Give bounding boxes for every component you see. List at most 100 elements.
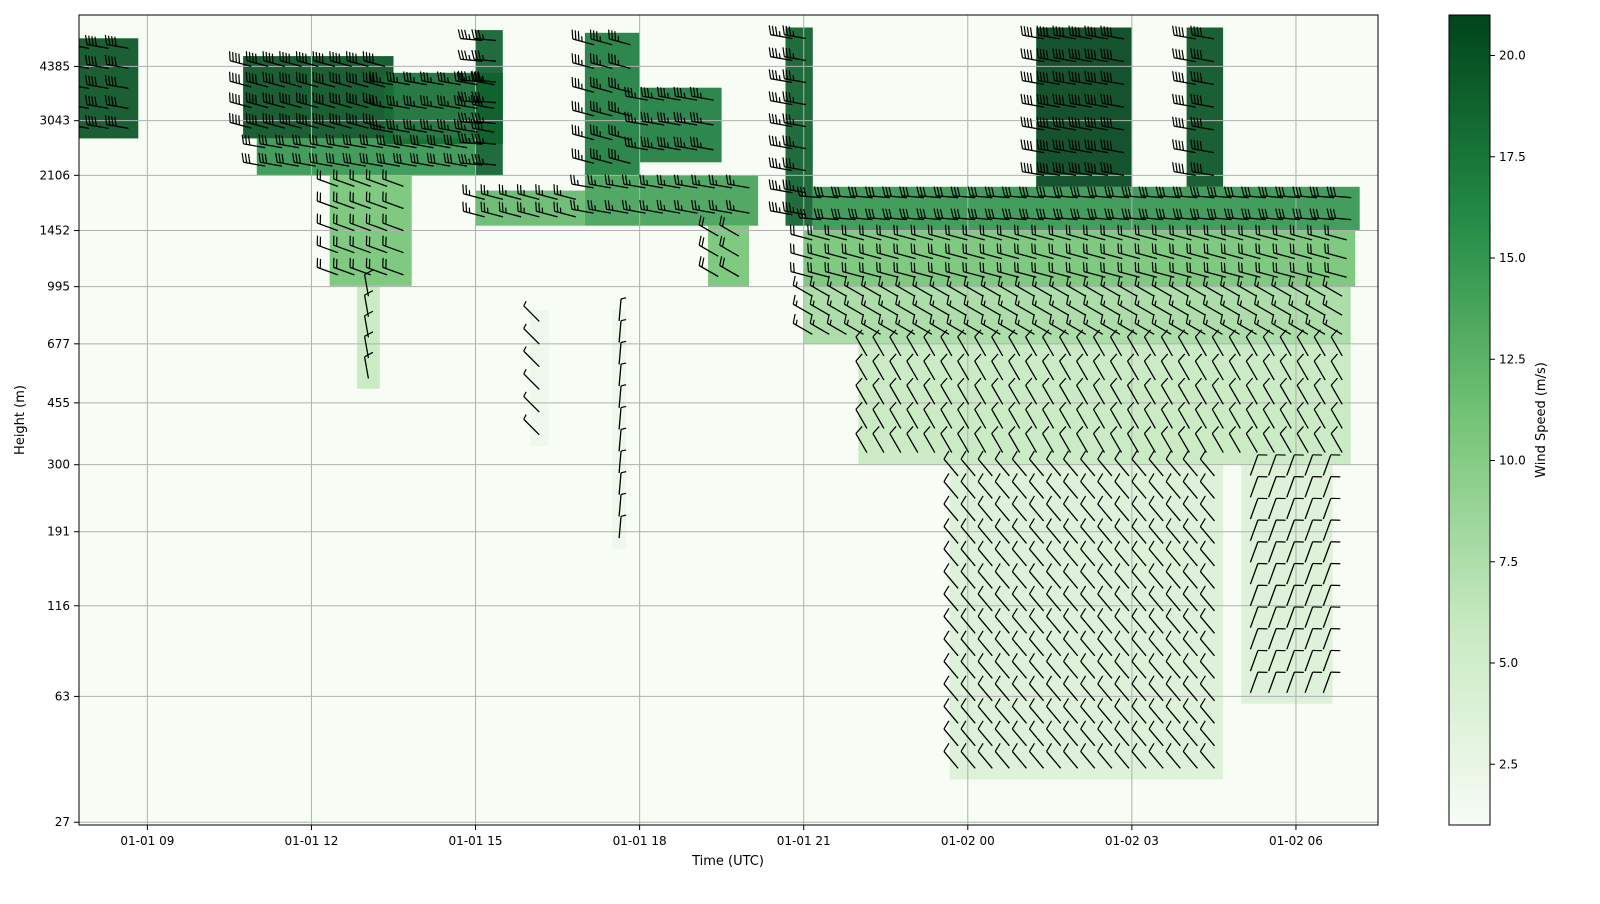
barb-flag bbox=[1036, 139, 1040, 149]
barb-staff bbox=[943, 458, 959, 477]
heatmap-cell bbox=[1036, 27, 1132, 187]
wind-barb bbox=[1151, 294, 1172, 316]
barb-staff bbox=[1221, 252, 1244, 260]
wind-barb bbox=[994, 720, 1010, 747]
wind-barb bbox=[895, 313, 916, 335]
barb-flag bbox=[1228, 353, 1237, 362]
wind-barb bbox=[1028, 585, 1045, 612]
wind-barb bbox=[980, 275, 1001, 297]
barb-staff bbox=[1325, 233, 1347, 241]
barb-flag bbox=[656, 199, 660, 210]
wind-barb bbox=[279, 112, 302, 129]
barb-flag bbox=[854, 186, 858, 197]
barb-flag bbox=[1257, 671, 1268, 673]
barb-flag bbox=[1077, 95, 1081, 106]
barb-staff bbox=[330, 60, 352, 68]
barb-staff bbox=[554, 193, 576, 201]
wind-barb bbox=[1219, 294, 1240, 316]
barb-flag bbox=[858, 224, 861, 235]
barb-staff bbox=[994, 728, 1010, 747]
wind-barb bbox=[1008, 329, 1021, 357]
wind-barb bbox=[1245, 377, 1258, 405]
barb-staff bbox=[1182, 751, 1198, 769]
barb-flag bbox=[604, 174, 608, 185]
barb-staff bbox=[1066, 284, 1087, 297]
barb-half-flag bbox=[795, 300, 798, 306]
barb-flag bbox=[409, 72, 412, 83]
barb-flag bbox=[1061, 118, 1065, 128]
barb-staff bbox=[1080, 751, 1096, 769]
barb-half-flag bbox=[396, 100, 399, 107]
barb-flag bbox=[592, 30, 595, 40]
wind-barb bbox=[1279, 353, 1292, 381]
barb-flag bbox=[443, 120, 446, 130]
barb-flag bbox=[1296, 377, 1304, 386]
barb-flag bbox=[876, 224, 878, 235]
barb-staff bbox=[1022, 57, 1045, 63]
barb-flag bbox=[315, 113, 318, 124]
wind-barb bbox=[979, 243, 1003, 260]
wind-barb bbox=[1199, 698, 1215, 724]
wind-barb bbox=[1305, 275, 1326, 297]
barb-flag bbox=[333, 169, 335, 179]
barb-flag bbox=[1275, 225, 1278, 236]
barb-flag bbox=[902, 208, 906, 219]
barb-flag bbox=[1202, 294, 1206, 305]
barb-staff bbox=[1325, 270, 1347, 278]
wind-barb bbox=[1046, 720, 1062, 747]
barb-staff bbox=[1304, 650, 1314, 672]
barb-staff bbox=[1070, 34, 1093, 40]
barb-staff bbox=[943, 593, 959, 612]
barb-flag bbox=[608, 148, 610, 158]
barb-staff bbox=[1199, 548, 1215, 567]
wind-barb bbox=[498, 184, 522, 201]
barb-flag bbox=[689, 136, 693, 147]
wind-barb bbox=[342, 152, 367, 167]
wind-barb bbox=[1190, 93, 1215, 108]
barb-flag bbox=[349, 191, 351, 201]
barb-flag bbox=[936, 186, 940, 197]
wind-barb bbox=[1190, 139, 1215, 154]
barb-flag bbox=[1031, 262, 1033, 272]
barb-flag bbox=[365, 153, 369, 164]
barb-flag bbox=[368, 52, 371, 63]
barb-staff bbox=[1076, 360, 1089, 381]
barb-flag bbox=[788, 48, 792, 58]
barb-staff bbox=[1304, 454, 1314, 476]
barb-flag bbox=[516, 184, 519, 194]
barb-half-flag bbox=[863, 319, 867, 326]
barb-flag bbox=[1011, 653, 1018, 662]
wind-barb bbox=[1182, 743, 1198, 769]
barb-staff bbox=[957, 409, 970, 429]
wind-barb bbox=[1182, 630, 1198, 657]
barb-half-flag bbox=[628, 179, 631, 186]
barb-flag bbox=[1247, 208, 1251, 219]
barb-flag bbox=[1093, 208, 1097, 219]
barb-flag bbox=[1276, 497, 1286, 500]
barb-staff bbox=[923, 384, 936, 405]
barb-staff bbox=[912, 284, 933, 297]
wind-barb bbox=[855, 353, 868, 381]
barb-flag bbox=[656, 136, 660, 147]
barb-flag bbox=[1154, 244, 1157, 254]
barb-flag bbox=[997, 275, 1001, 286]
barb-staff bbox=[792, 303, 813, 316]
barb-half-flag bbox=[650, 92, 653, 99]
barb-staff bbox=[1199, 661, 1215, 679]
barb-flag bbox=[611, 101, 613, 112]
barb-staff bbox=[1101, 252, 1123, 260]
barb-staff bbox=[1286, 628, 1295, 650]
barb-staff bbox=[1070, 148, 1093, 154]
barb-flag bbox=[1294, 541, 1304, 543]
barb-flag bbox=[1262, 329, 1271, 338]
wind-barb bbox=[453, 118, 478, 133]
barb-staff bbox=[1151, 303, 1172, 316]
barb-flag bbox=[312, 92, 315, 102]
barb-flag bbox=[1255, 262, 1258, 272]
barb-half-flag bbox=[1085, 319, 1089, 326]
barb-flag bbox=[725, 174, 729, 185]
barb-flag bbox=[1076, 377, 1084, 386]
wind-barb bbox=[1322, 584, 1341, 607]
barb-flag bbox=[807, 262, 809, 272]
barb-half-flag bbox=[880, 281, 884, 287]
